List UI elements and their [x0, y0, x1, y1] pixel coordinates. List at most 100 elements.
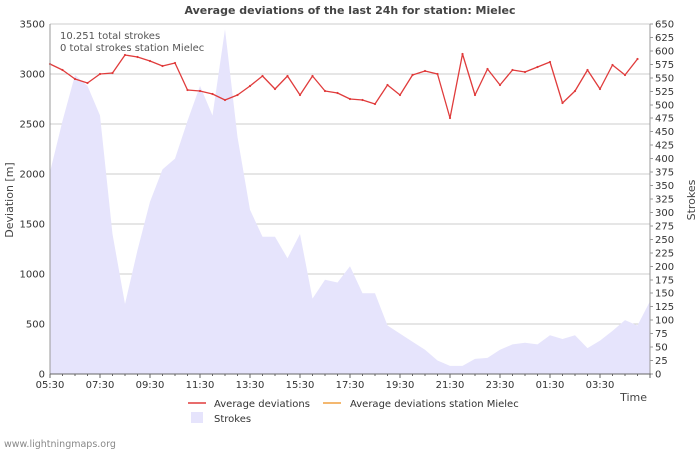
average-deviations-line — [49, 53, 639, 119]
deviation-point-23 — [336, 91, 339, 95]
deviation-point-2 — [73, 77, 77, 81]
legend-label-strokes: Strokes — [214, 414, 251, 425]
legend: Average deviations Average deviations st… — [188, 399, 519, 425]
deviation-point-7 — [136, 55, 139, 59]
y2-tick-label-50: 50 — [655, 343, 668, 354]
deviation-point-24 — [348, 97, 352, 101]
y2-tick-label-275: 275 — [655, 221, 674, 232]
y2-tick-label-550: 550 — [655, 73, 674, 84]
y2-tick-label-650: 650 — [655, 20, 674, 31]
deviation-point-26 — [373, 102, 377, 106]
deviation-point-37 — [511, 68, 514, 72]
deviation-line-layer — [48, 52, 639, 120]
y2-tick-label-600: 600 — [655, 46, 674, 57]
deviation-point-29 — [411, 73, 414, 77]
y2-tick-label-475: 475 — [655, 114, 674, 125]
y2-tick-label-25: 25 — [655, 356, 668, 367]
y2-tick-label-200: 200 — [655, 262, 674, 273]
y-tick-label-500: 500 — [26, 320, 45, 331]
y2-tick-label-250: 250 — [655, 235, 674, 246]
deviation-point-14 — [223, 98, 227, 102]
y2-tick-label-400: 400 — [655, 154, 674, 165]
x-tick-label-23:30: 23:30 — [486, 380, 515, 391]
deviation-point-19 — [286, 74, 289, 78]
y-tick-label-1500: 1500 — [20, 220, 45, 231]
deviation-point-11 — [186, 88, 189, 92]
deviation-point-32 — [448, 116, 452, 120]
deviation-point-15 — [236, 93, 239, 97]
deviation-point-42 — [573, 89, 577, 93]
y2-tick-label-125: 125 — [655, 302, 674, 313]
x-tick-label-01:30: 01:30 — [536, 380, 565, 391]
x-tick-label-05:30: 05:30 — [36, 380, 65, 391]
deviation-point-5 — [111, 71, 114, 75]
strokes-area-layer — [50, 29, 650, 374]
legend-swatch-strokes — [191, 412, 203, 423]
y-tick-label-3500: 3500 — [20, 20, 45, 31]
deviation-point-41 — [561, 101, 564, 105]
deviation-point-39 — [536, 65, 539, 69]
deviation-point-4 — [98, 72, 102, 76]
deviation-point-31 — [436, 72, 439, 76]
x-tick-label-13:30: 13:30 — [236, 380, 265, 391]
deviation-point-9 — [161, 64, 164, 68]
y-tick-label-2000: 2000 — [20, 170, 45, 181]
deviation-point-3 — [86, 81, 89, 85]
deviation-point-28 — [398, 93, 402, 97]
x-tick-label-03:30: 03:30 — [586, 380, 615, 391]
y2-tick-label-100: 100 — [655, 316, 674, 327]
deviation-point-36 — [498, 83, 502, 87]
y2-tick-label-525: 525 — [655, 87, 674, 98]
strokes-area — [50, 29, 650, 374]
legend-label-average-deviations: Average deviations — [214, 399, 310, 410]
y2-tick-label-625: 625 — [655, 33, 674, 44]
y2-tick-label-175: 175 — [655, 275, 674, 286]
y2-tick-label-450: 450 — [655, 127, 674, 138]
y2-tick-label-75: 75 — [655, 329, 668, 340]
axes: 0 500 1000 1500 2000 2500 3000 3500 0 25 50 75 100 12… — [20, 20, 675, 392]
y2-tick-label-325: 325 — [655, 195, 674, 206]
x-tick-label-15:30: 15:30 — [286, 380, 315, 391]
deviation-point-43 — [586, 68, 589, 72]
y-tick-label-3000: 3000 — [20, 70, 45, 81]
y2-tick-label-225: 225 — [655, 248, 674, 259]
deviation-point-20 — [298, 93, 302, 97]
deviation-point-16 — [248, 84, 252, 88]
deviation-point-38 — [523, 70, 527, 74]
deviation-point-46 — [623, 73, 627, 77]
y2-tick-label-300: 300 — [655, 208, 674, 219]
x-tick-label-09:30: 09:30 — [136, 380, 165, 391]
y-axis-title: Deviation [m] — [3, 162, 16, 237]
y2-tick-label-350: 350 — [655, 181, 674, 192]
deviation-point-34 — [473, 93, 477, 97]
deviation-point-13 — [211, 92, 214, 96]
deviation-point-47 — [636, 57, 639, 61]
x-tick-label-17:30: 17:30 — [336, 380, 365, 391]
annotation-station-strokes: 0 total strokes station Mielec — [60, 43, 204, 54]
chart-title: Average deviations of the last 24h for s… — [184, 4, 515, 17]
annotation-total-strokes: 10.251 total strokes — [60, 31, 160, 42]
deviation-point-27 — [386, 83, 389, 87]
deviation-point-33 — [461, 52, 464, 56]
deviation-point-8 — [148, 59, 152, 63]
x-axis-title: Time — [619, 391, 647, 404]
y2-tick-label-375: 375 — [655, 168, 674, 179]
deviation-point-30 — [423, 69, 427, 73]
x-tick-label-07:30: 07:30 — [86, 380, 115, 391]
y-tick-label-2500: 2500 — [20, 120, 45, 131]
legend-label-station-deviations: Average deviations station Mielec — [350, 399, 519, 410]
y-tick-label-1000: 1000 — [20, 270, 45, 281]
deviation-point-44 — [598, 87, 602, 91]
deviation-point-12 — [198, 89, 202, 93]
deviation-point-45 — [611, 63, 614, 67]
deviation-point-6 — [123, 53, 127, 57]
y2-axis-title: Strokes — [685, 179, 698, 220]
deviation-point-25 — [361, 98, 364, 102]
y2-tick-label-0: 0 — [655, 370, 661, 381]
y2-tick-label-425: 425 — [655, 141, 674, 152]
deviation-point-1 — [61, 68, 64, 72]
deviation-point-21 — [311, 74, 314, 78]
footer-credit: www.lightningmaps.org — [4, 439, 116, 450]
y-tick-label-0: 0 — [39, 370, 45, 381]
